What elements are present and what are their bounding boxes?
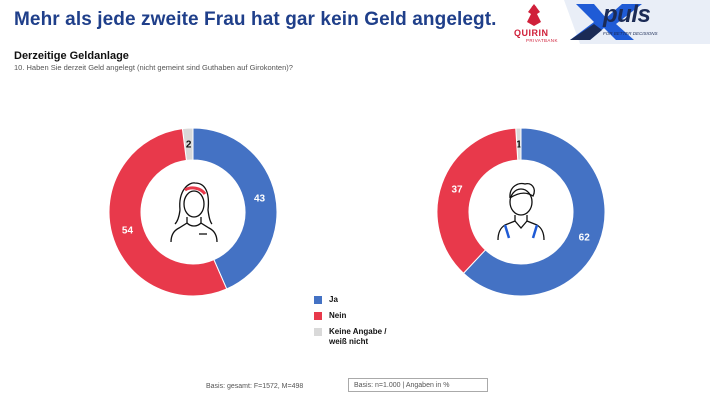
legend-item-ja: Ja <box>314 295 401 305</box>
legend-item-nein: Nein <box>314 311 401 321</box>
donut-chart-1: 2 43 54 <box>108 127 278 297</box>
legend-swatch <box>314 328 322 336</box>
brand-logos: QUIRIN PRIVATBANK puls FOR BETTER DECISI… <box>510 0 710 44</box>
legend-swatch <box>314 312 322 320</box>
chart-subtitle: Derzeitige Geldanlage <box>14 50 129 62</box>
legend-item-keine-angabe: Keine Angabe / weiß nicht <box>314 327 401 347</box>
donut-slice-ja <box>462 127 606 297</box>
quirin-wordmark: QUIRIN <box>514 28 549 38</box>
xpuls-claim: FOR BETTER DECISIONS <box>603 31 658 36</box>
donut-hole <box>141 160 245 264</box>
slice-value-label: 2 <box>186 140 192 151</box>
footer-basis: Basis: gesamt: F=1572, M=498 <box>206 383 304 390</box>
survey-question: 10. Haben Sie derzeit Geld angelegt (nic… <box>14 63 293 72</box>
quirin-subtext: PRIVATBANK <box>526 38 558 43</box>
page-title: Mehr als jede zweite Frau hat gar kein G… <box>14 9 497 30</box>
legend-label: Keine Angabe / weiß nicht <box>329 327 387 346</box>
donut-slice-ja <box>192 127 278 290</box>
slice-value-label: 62 <box>579 233 591 244</box>
footer-basis-box: Basis: n=1.000 | Angaben in % <box>348 378 488 392</box>
legend-swatch <box>314 296 322 304</box>
donut-slice-nein <box>108 128 228 297</box>
slice-value-label: 54 <box>122 226 134 237</box>
legend-label: Nein <box>329 311 347 320</box>
donut-slice-nein <box>436 127 519 274</box>
brand-graphics <box>527 0 710 44</box>
chart-legend: Ja Nein Keine Angabe / weiß nicht <box>314 295 401 353</box>
man-icon <box>497 182 545 241</box>
donut-chart-2: 1 62 37 <box>436 127 606 297</box>
slice-value-label: 43 <box>254 194 266 205</box>
slice-value-label: 37 <box>451 184 463 195</box>
xpuls-wordmark: puls <box>603 1 651 28</box>
xpuls-logo-icon <box>564 0 710 44</box>
woman-icon <box>170 182 218 243</box>
legend-label: Ja <box>329 295 338 304</box>
slice-value-label: 1 <box>516 140 522 151</box>
donut-hole <box>469 160 573 264</box>
quirin-logo-icon <box>527 4 541 26</box>
